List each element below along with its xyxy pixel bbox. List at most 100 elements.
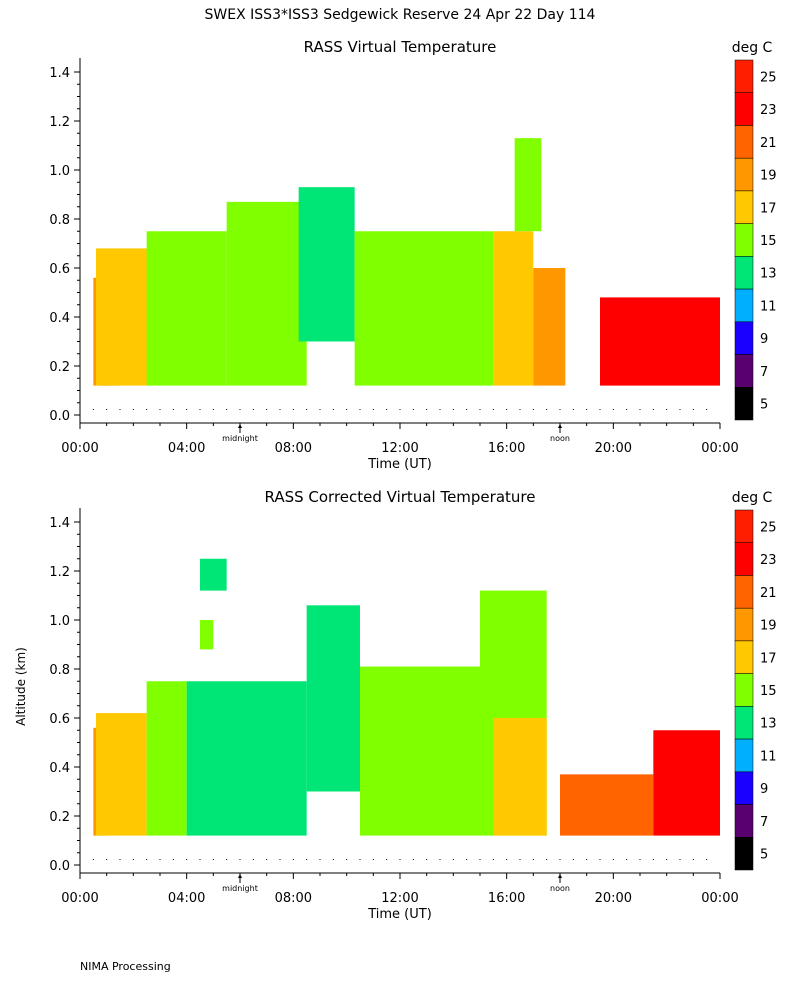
ground-dot — [466, 859, 468, 860]
colorbar-swatch — [734, 256, 754, 290]
x-tick-label: 12:00 — [381, 441, 418, 456]
heatmap-layer — [93, 138, 720, 386]
colorbar-label: 5 — [760, 848, 768, 863]
colorbar-label: 7 — [760, 365, 768, 380]
x-axis-title: Time (UT) — [367, 907, 432, 922]
ground-dot — [132, 859, 134, 860]
marker-arrow — [558, 874, 562, 878]
ground-dot — [306, 409, 308, 410]
ground-dot — [266, 409, 268, 410]
colorbar-swatch — [734, 157, 754, 192]
x-tick-label: 16:00 — [488, 891, 525, 906]
colorbar: 25 23 21 19 17 15 13 11 9 7 5 — [734, 59, 777, 421]
colorbar-label: 15 — [760, 684, 777, 699]
ground-dot — [252, 859, 254, 860]
heatmap-cell — [226, 201, 307, 386]
ground-dot — [479, 409, 481, 410]
ground-dot — [572, 409, 574, 410]
ground-dot — [319, 409, 321, 410]
ground-dot — [519, 859, 521, 860]
ground-dot — [292, 859, 294, 860]
colorbar-swatch — [734, 354, 754, 388]
ground-dot — [239, 409, 241, 410]
ground-dot — [666, 859, 668, 860]
ground-dot — [186, 409, 188, 410]
ground-dot — [519, 409, 521, 410]
ground-dot — [626, 409, 628, 410]
colorbar-label: 25 — [760, 520, 777, 535]
x-tick-label: 16:00 — [488, 441, 525, 456]
colorbar-swatch — [734, 125, 754, 159]
heatmap-cell — [493, 718, 547, 836]
page-title: SWEX ISS3*ISS3 Sedgewick Reserve 24 Apr … — [205, 7, 596, 23]
ground-dot — [119, 859, 121, 860]
ground-dot — [212, 859, 214, 860]
heatmap-cell — [493, 231, 534, 386]
ground-dot — [212, 409, 214, 410]
ground-dots — [92, 859, 708, 860]
y-tick-label: 1.0 — [49, 614, 70, 629]
heatmap-cell — [186, 681, 307, 836]
ground-dot — [452, 859, 454, 860]
ground-dot — [572, 859, 574, 860]
ground-dot — [586, 859, 588, 860]
ground-dot — [412, 409, 414, 410]
ground-dot — [452, 409, 454, 410]
ground-dot — [252, 409, 254, 410]
x-tick-label: 00:00 — [701, 441, 738, 456]
marker-arrow — [238, 874, 242, 878]
colorbar-unit: deg C — [732, 40, 773, 56]
ground-dot — [132, 409, 134, 410]
y-tick-label: 0.6 — [49, 712, 70, 727]
ground-dot — [279, 409, 281, 410]
ground-dot — [92, 409, 94, 410]
ground-dot — [199, 409, 201, 410]
colorbar-swatch — [734, 575, 754, 609]
chart-panel-top: RASS Virtual Temperature 0.0 0.2 0.4 0.6 0.8 1… — [49, 38, 776, 472]
x-axis-title: Time (UT) — [367, 457, 432, 472]
ground-dot — [306, 859, 308, 860]
ground-dot — [266, 859, 268, 860]
colorbar-swatch — [734, 607, 754, 642]
heatmap-cell — [354, 231, 494, 386]
ground-dot — [639, 859, 641, 860]
ground-dot — [439, 859, 441, 860]
chart-title: RASS Virtual Temperature — [304, 38, 497, 56]
heatmap-cell — [533, 268, 566, 386]
y-tick-label: 1.2 — [49, 115, 70, 130]
heatmap-cell — [666, 329, 707, 379]
footer-note: NIMA Processing — [80, 960, 171, 973]
heatmap-cell — [560, 774, 654, 836]
colorbar-unit: deg C — [732, 490, 773, 506]
colorbar-label: 21 — [760, 586, 777, 601]
ground-dot — [559, 409, 561, 410]
ground-dot — [279, 859, 281, 860]
ground-dots — [92, 409, 708, 410]
chart-title: RASS Corrected Virtual Temperature — [265, 488, 536, 506]
colorbar-swatch — [734, 387, 754, 421]
ground-dot — [146, 859, 148, 860]
x-tick-label: 20:00 — [595, 441, 632, 456]
marker-arrow — [558, 424, 562, 428]
colorbar-label: 17 — [760, 651, 777, 666]
colorbar-swatch — [734, 542, 754, 576]
ground-dot — [586, 409, 588, 410]
ground-dot — [159, 859, 161, 860]
ground-dot — [159, 409, 161, 410]
y-tick-label: 0.4 — [49, 761, 70, 776]
marker-arrow — [238, 424, 242, 428]
ground-dot — [426, 409, 428, 410]
colorbar-label: 23 — [760, 553, 777, 568]
ground-dot — [626, 859, 628, 860]
colorbar-label: 15 — [760, 234, 777, 249]
y-tick-label: 0.6 — [49, 262, 70, 277]
heatmap-cell — [200, 620, 214, 650]
ground-dot — [492, 859, 494, 860]
ground-dot — [706, 859, 708, 860]
heatmap-cell — [653, 730, 720, 836]
y-tick-label: 1.0 — [49, 164, 70, 179]
ground-dot — [652, 859, 654, 860]
ground-dot — [346, 859, 348, 860]
x-tick-label: 04:00 — [168, 891, 205, 906]
